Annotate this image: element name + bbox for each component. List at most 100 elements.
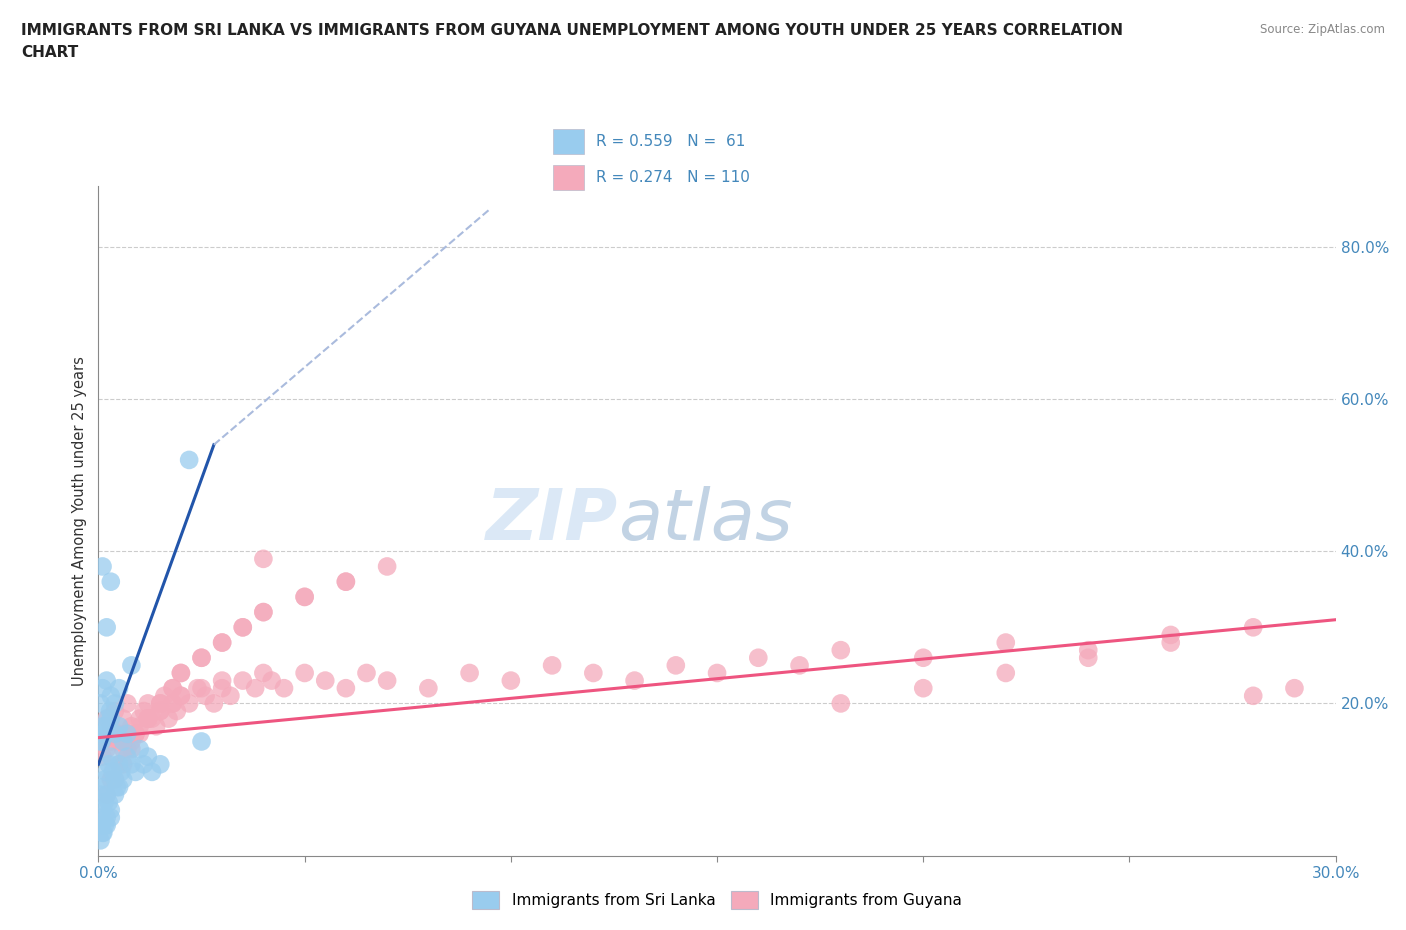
Point bbox=[96, 788, 118, 803]
Point bbox=[190, 734, 212, 749]
Point bbox=[117, 741, 139, 756]
Point bbox=[153, 688, 176, 703]
Point bbox=[96, 620, 118, 635]
Point bbox=[112, 741, 135, 756]
Point bbox=[93, 772, 115, 787]
Point bbox=[211, 681, 233, 696]
Point bbox=[100, 750, 122, 764]
Point bbox=[1241, 688, 1264, 703]
Point bbox=[117, 726, 139, 741]
Point bbox=[112, 772, 135, 787]
Point bbox=[124, 726, 146, 741]
Point bbox=[128, 719, 150, 734]
Point bbox=[108, 757, 131, 772]
Point bbox=[747, 650, 769, 665]
Point bbox=[162, 681, 184, 696]
Point bbox=[136, 711, 159, 726]
Point bbox=[582, 666, 605, 681]
Point bbox=[136, 711, 159, 726]
Point bbox=[108, 681, 131, 696]
Point bbox=[104, 772, 127, 787]
Point bbox=[89, 788, 111, 803]
Legend: Immigrants from Sri Lanka, Immigrants from Guyana: Immigrants from Sri Lanka, Immigrants fr… bbox=[465, 885, 969, 915]
Point bbox=[499, 673, 522, 688]
Point bbox=[104, 726, 127, 741]
Point bbox=[117, 696, 139, 711]
Point bbox=[104, 772, 127, 787]
Point bbox=[232, 620, 254, 635]
Point bbox=[789, 658, 811, 672]
Point bbox=[136, 696, 159, 711]
Point bbox=[252, 604, 274, 619]
Y-axis label: Unemployment Among Youth under 25 years: Unemployment Among Youth under 25 years bbox=[72, 356, 87, 685]
Point bbox=[108, 734, 131, 749]
Point bbox=[541, 658, 564, 672]
Point bbox=[91, 559, 114, 574]
Point bbox=[90, 734, 112, 749]
Point bbox=[120, 734, 142, 749]
Point bbox=[100, 719, 122, 734]
Point bbox=[108, 779, 131, 794]
Point bbox=[93, 795, 115, 810]
Point bbox=[166, 704, 188, 719]
Point bbox=[170, 688, 193, 703]
Point bbox=[100, 734, 122, 749]
Point bbox=[100, 772, 122, 787]
Point bbox=[97, 757, 120, 772]
Point bbox=[96, 711, 118, 726]
Point bbox=[219, 688, 242, 703]
Point bbox=[186, 681, 208, 696]
Point bbox=[190, 681, 212, 696]
Point bbox=[294, 666, 316, 681]
Point bbox=[375, 559, 398, 574]
Point bbox=[89, 833, 111, 848]
Point bbox=[110, 764, 132, 779]
Point bbox=[89, 696, 111, 711]
Point bbox=[100, 574, 122, 589]
Point bbox=[194, 688, 217, 703]
Point bbox=[124, 726, 146, 741]
Point bbox=[335, 574, 357, 589]
Point bbox=[94, 726, 117, 741]
Point bbox=[294, 590, 316, 604]
Point bbox=[93, 719, 115, 734]
Point bbox=[706, 666, 728, 681]
Point bbox=[232, 673, 254, 688]
Bar bbox=[554, 166, 583, 191]
Point bbox=[232, 620, 254, 635]
Point bbox=[912, 681, 935, 696]
Point bbox=[149, 696, 172, 711]
Point bbox=[994, 635, 1017, 650]
Point bbox=[141, 764, 163, 779]
Point bbox=[91, 803, 114, 817]
Point bbox=[162, 696, 184, 711]
Point bbox=[100, 803, 122, 817]
Point bbox=[96, 817, 118, 832]
Point bbox=[190, 650, 212, 665]
Point bbox=[252, 666, 274, 681]
Point bbox=[335, 574, 357, 589]
Point bbox=[128, 711, 150, 726]
Point bbox=[418, 681, 440, 696]
Point bbox=[120, 719, 142, 734]
Point bbox=[96, 719, 118, 734]
Point bbox=[120, 757, 142, 772]
Point bbox=[170, 666, 193, 681]
Point bbox=[91, 750, 114, 764]
Point bbox=[96, 673, 118, 688]
Point bbox=[96, 711, 118, 726]
Point bbox=[149, 696, 172, 711]
Point bbox=[202, 696, 225, 711]
Point bbox=[1160, 628, 1182, 643]
Point bbox=[375, 673, 398, 688]
Bar bbox=[554, 128, 583, 154]
Point bbox=[211, 635, 233, 650]
Point bbox=[162, 696, 184, 711]
Point bbox=[96, 764, 118, 779]
Point bbox=[260, 673, 283, 688]
Point bbox=[97, 795, 120, 810]
Point bbox=[211, 673, 233, 688]
Point bbox=[132, 704, 155, 719]
Text: R = 0.559   N =  61: R = 0.559 N = 61 bbox=[596, 134, 745, 149]
Point bbox=[93, 825, 115, 840]
